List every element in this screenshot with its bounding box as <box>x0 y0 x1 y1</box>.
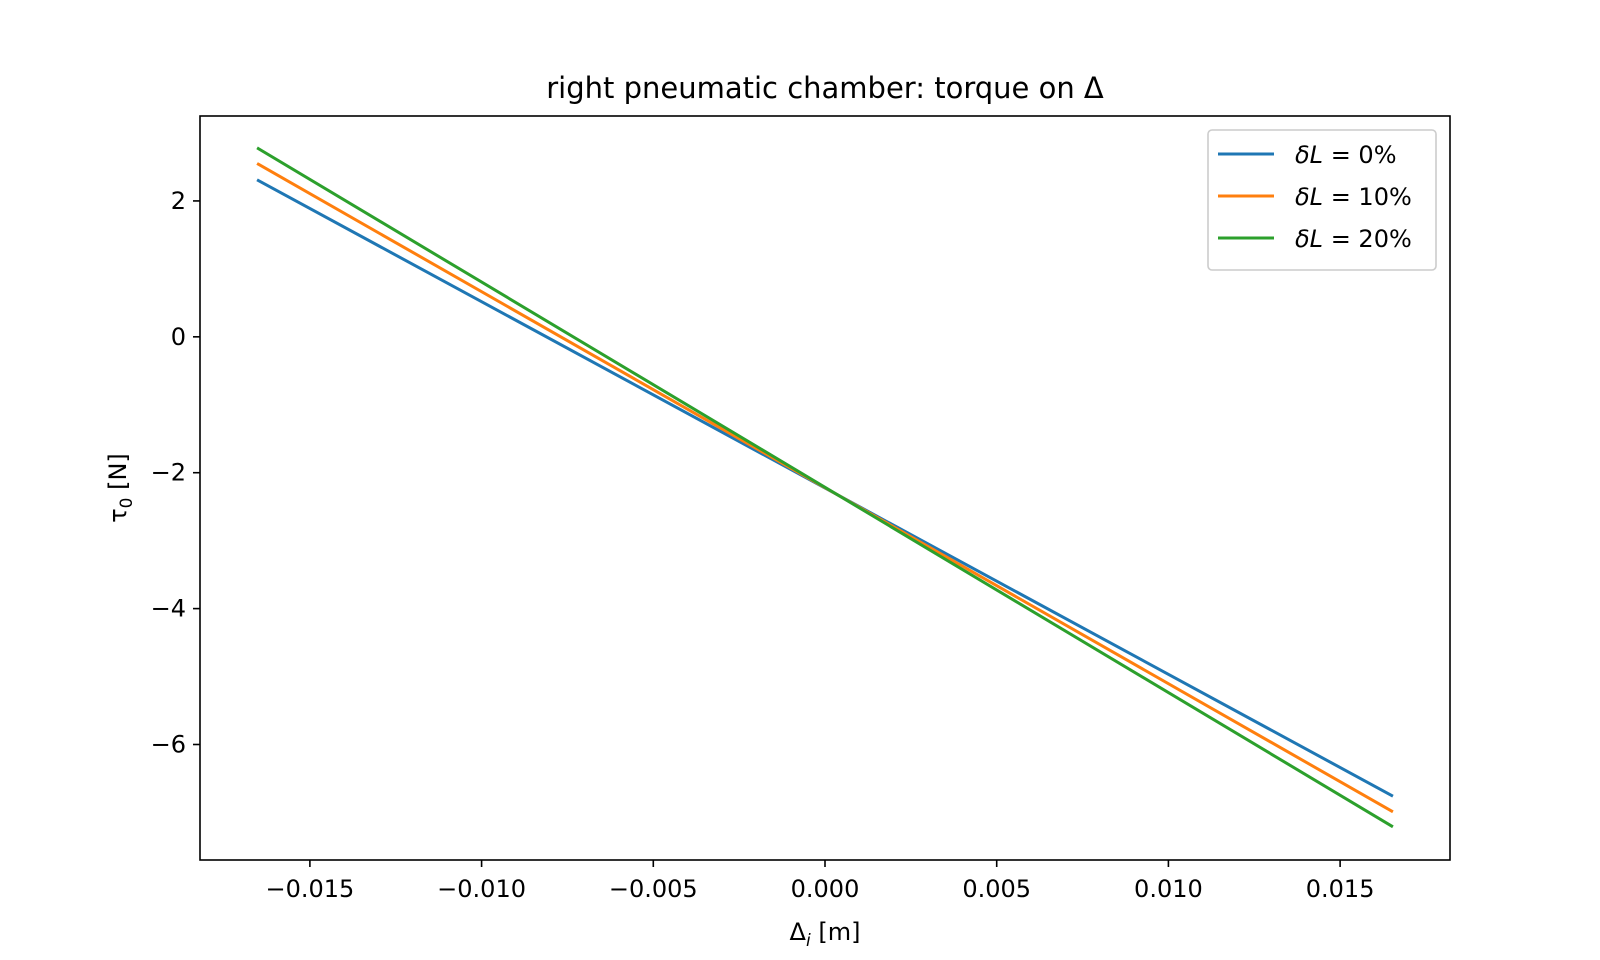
legend: δL = 0% δL = 10% δL = 20% <box>1207 129 1437 271</box>
x-tick-label: 0.015 <box>1306 875 1375 903</box>
y-tick-label: −2 <box>151 459 186 487</box>
y-axis-label-main: τ <box>104 508 132 522</box>
x-axis-label: Δi [m] <box>790 918 861 951</box>
legend-label-2: δL = 20% <box>1295 225 1412 253</box>
legend-label-1: δL = 10% <box>1295 183 1412 211</box>
x-tick-label: 0.005 <box>962 875 1031 903</box>
y-axis-label: τ0 [N] <box>104 453 137 523</box>
y-tick-label: 2 <box>171 187 186 215</box>
legend-label-0: δL = 0% <box>1295 141 1397 169</box>
x-tick-label: 0.010 <box>1134 875 1203 903</box>
x-tick-label: −0.005 <box>609 875 698 903</box>
x-tick-label: −0.015 <box>265 875 354 903</box>
legend-box <box>1207 129 1437 271</box>
series-line-2 <box>256 146 1394 829</box>
y-axis-label-unit: [N] <box>104 453 132 497</box>
x-axis-label-main: Δ <box>790 918 807 946</box>
x-axis-label-unit: [m] <box>811 918 861 946</box>
y-tick-label: 0 <box>171 323 186 351</box>
y-tick-label: −4 <box>151 595 186 623</box>
x-axis-label-subscript: i <box>806 931 811 951</box>
ticks-layer: −0.015 −0.010 −0.005 0.000 0.005 0.010 0.015 2 0… <box>151 187 1375 903</box>
y-tick-label: −6 <box>151 730 186 758</box>
series-layer <box>256 146 1394 829</box>
x-tick-label: −0.010 <box>437 875 526 903</box>
y-axis-label-subscript: 0 <box>117 498 137 509</box>
chart-title: right pneumatic chamber: torque on Δ <box>546 71 1104 105</box>
plot-frame <box>199 115 1451 861</box>
x-tick-label: 0.000 <box>791 875 860 903</box>
